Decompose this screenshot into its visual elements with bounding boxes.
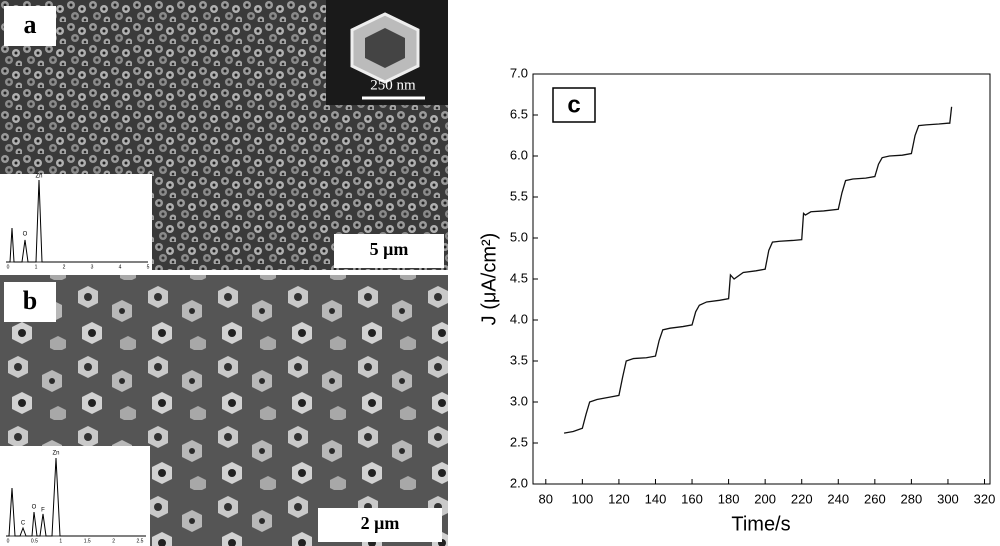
edx-inset <box>0 174 152 270</box>
y-tick-label: 7.0 <box>510 65 528 80</box>
edx-axis: 0 0.5 1 1.5 2 2.5 <box>7 535 144 544</box>
x-tick-label: 220 <box>791 491 813 506</box>
edx-peak-label: O <box>23 232 28 238</box>
scale-box <box>334 234 444 268</box>
edx-tick-label: 1 <box>59 538 62 544</box>
y-tick-label: 3.0 <box>510 393 528 408</box>
y-tick-label: 2.5 <box>510 434 528 449</box>
edx-tick-label: 1.5 <box>84 538 91 544</box>
panel-label: b <box>23 286 37 315</box>
x-tick-label: 120 <box>608 491 630 506</box>
edx-tick-label: 3 <box>91 264 94 270</box>
edx-tick-label: 1 <box>35 264 38 270</box>
edx-tick-label: 2 <box>112 538 115 544</box>
title-box <box>552 87 596 123</box>
edx-tick-label: 4 <box>119 264 122 270</box>
edx-tick-label: 0 <box>7 264 10 270</box>
y-tick-label: 6.5 <box>510 106 528 121</box>
y-axis-label: J (μA/cm²) <box>478 233 500 326</box>
edx-tick-label: 2.5 <box>137 538 144 544</box>
scale-text: 5 μm <box>370 239 409 259</box>
x-tick-label: 300 <box>937 491 959 506</box>
x-tick-label: 160 <box>681 491 703 506</box>
x-tick-label: 240 <box>827 491 849 506</box>
y-tick-label: 5.0 <box>510 229 528 244</box>
edx-tick-label: 0.5 <box>31 538 38 544</box>
y-tick-label: 4.0 <box>510 311 528 326</box>
edx-tick-label: 2 <box>63 264 66 270</box>
x-tick-label: 260 <box>864 491 886 506</box>
x-tick-label: 140 <box>645 491 667 506</box>
edx-peak-label: O <box>32 505 37 511</box>
edx-spectrum <box>6 457 146 537</box>
x-tick-label: 320 <box>974 491 996 506</box>
panel-label: a <box>24 10 37 39</box>
y-tick-label: 5.5 <box>510 188 528 203</box>
x-axis-label: Time/s <box>731 513 790 535</box>
x-tick-label: 200 <box>754 491 776 506</box>
x-tick-label: 280 <box>901 491 923 506</box>
scale-text: 2 μm <box>361 513 400 533</box>
label-box <box>4 282 56 322</box>
plot-area: 80 100 120 140 160 180 200 220 240 260 280 300 320 2.… <box>510 65 995 506</box>
label-box <box>4 6 56 46</box>
edx-peak-label: Zn <box>35 174 42 180</box>
edx-spectrum <box>6 179 148 263</box>
edx-peak-label: F <box>41 508 45 514</box>
edx-peak-label: Zn <box>52 451 59 457</box>
edx-tick-label: 5 <box>147 264 150 270</box>
edx-tick-label: 0 <box>7 538 10 544</box>
x-tick-label: 100 <box>572 491 594 506</box>
scale-text: 250 nm <box>370 77 416 93</box>
scale-box <box>318 508 442 542</box>
edx-axis: 0 1 2 3 4 5 <box>7 261 150 270</box>
y-tick-label: 2.0 <box>510 475 528 490</box>
x-tick-label: 180 <box>718 491 740 506</box>
edx-inset <box>0 446 150 546</box>
edx-peak-label: C <box>21 521 26 527</box>
plot-frame <box>532 73 991 485</box>
y-tick-label: 3.5 <box>510 352 528 367</box>
x-tick-label: 80 <box>539 491 553 506</box>
hexagon-hole <box>365 28 405 68</box>
data-line <box>563 106 953 434</box>
chart-title: c <box>567 91 580 118</box>
y-tick-label: 6.0 <box>510 147 528 162</box>
y-tick-label: 4.5 <box>510 270 528 285</box>
